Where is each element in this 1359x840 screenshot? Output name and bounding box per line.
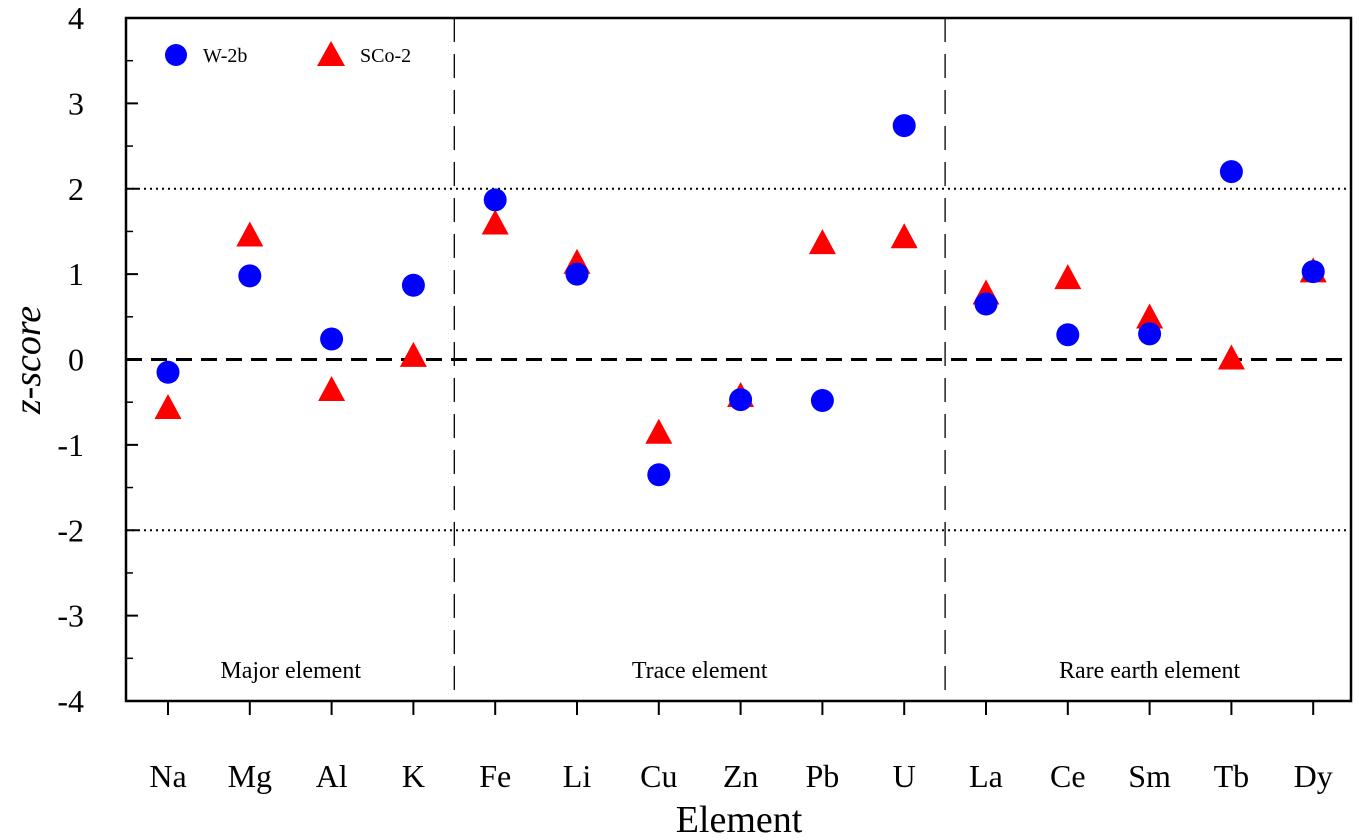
point-w2b-K: [401, 273, 425, 297]
point-sco2-Na: [154, 393, 182, 419]
point-sco2-Al: [318, 376, 346, 402]
point-sco2-K: [399, 341, 427, 367]
x-axis-label: Element: [676, 799, 803, 840]
point-sco2-Ce: [1054, 264, 1082, 290]
y-axis-label: z-score: [7, 306, 49, 415]
x-tick-label: Fe: [479, 758, 511, 794]
axes: -4 -3 -2 -1 0 1 2 3 4 Na Mg Al K Fe Li Cu Zn Pb U La Ce Sm Tb D…: [57, 0, 1332, 794]
x-tick-label: Zn: [723, 758, 759, 794]
y-tick-label: 3: [68, 85, 84, 121]
group-label-1: Trace element: [632, 658, 768, 684]
y-tick-label: 4: [68, 0, 84, 36]
y-tick-label: 2: [68, 171, 84, 207]
point-w2b-Li: [565, 262, 589, 286]
point-sco2-Cu: [645, 418, 673, 444]
point-w2b-La: [974, 292, 998, 316]
x-tick-label: Mg: [228, 758, 272, 794]
point-w2b-Ce: [1056, 323, 1080, 347]
point-sco2-Fe: [481, 209, 509, 235]
x-tick-label: Li: [563, 758, 592, 794]
point-w2b-Zn: [729, 388, 753, 412]
group-dividers: Major element Trace element Rare earth ele…: [220, 18, 1241, 701]
x-tick-label: Al: [316, 758, 348, 794]
x-tick-label: Tb: [1214, 758, 1250, 794]
x-tick-label: Na: [149, 758, 186, 794]
x-tick-label: Dy: [1294, 758, 1333, 794]
point-sco2-Pb: [808, 229, 836, 255]
x-tick-label: Cu: [640, 758, 677, 794]
point-w2b-Tb: [1219, 160, 1243, 184]
point-w2b-Al: [320, 327, 344, 351]
legend-marker-w2b: [165, 44, 187, 66]
x-tick-label: Ce: [1050, 758, 1086, 794]
legend: W-2b SCo-2: [165, 41, 411, 67]
x-tick-label: U: [893, 758, 916, 794]
y-tick-label: -3: [57, 598, 84, 634]
point-w2b-U: [892, 114, 916, 138]
legend-label-sco2: SCo-2: [360, 45, 411, 67]
point-sco2-Tb: [1217, 344, 1245, 370]
y-tick-label: -2: [57, 512, 84, 548]
point-w2b-Fe: [483, 188, 507, 212]
point-sco2-Mg: [236, 221, 264, 247]
legend-marker-sco2: [317, 41, 345, 66]
y-tick-label: 1: [68, 256, 84, 292]
point-sco2-U: [890, 223, 918, 249]
point-w2b-Cu: [647, 463, 671, 487]
legend-label-w2b: W-2b: [203, 45, 247, 67]
x-tick-label: K: [402, 758, 425, 794]
data-marks: [154, 114, 1327, 487]
x-tick-label: Sm: [1128, 758, 1171, 794]
point-sco2-Sm: [1136, 303, 1164, 329]
y-tick-label: -1: [57, 427, 84, 463]
point-w2b-Na: [156, 360, 180, 384]
point-w2b-Pb: [810, 388, 834, 412]
x-tick-label: La: [969, 758, 1003, 794]
group-label-2: Rare earth element: [1059, 658, 1241, 684]
point-w2b-Dy: [1301, 260, 1325, 284]
y-tick-label: 0: [68, 342, 84, 378]
x-tick-label: Pb: [806, 758, 840, 794]
y-tick-label: -4: [57, 683, 84, 719]
group-label-0: Major element: [220, 658, 361, 684]
reference-lines: [126, 187, 1351, 532]
point-w2b-Sm: [1138, 322, 1162, 346]
point-w2b-Mg: [238, 264, 262, 288]
